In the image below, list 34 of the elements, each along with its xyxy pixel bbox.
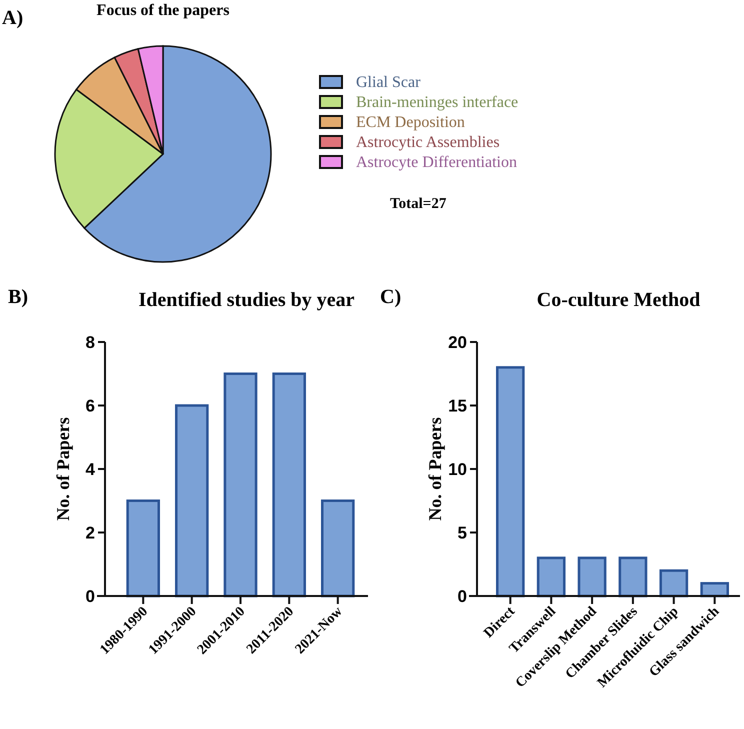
y-axis-title: No. of Papers (425, 417, 445, 521)
bar (224, 372, 258, 598)
bar (272, 372, 306, 598)
bar (496, 366, 525, 598)
legend-label: Astrocytic Assemblies (356, 134, 500, 151)
y-tick-label: 5 (458, 524, 467, 542)
text: A) (2, 7, 24, 29)
text: Total=27 (390, 196, 447, 212)
bar (126, 500, 160, 598)
bar (618, 556, 648, 598)
y-tick-label: 6 (86, 396, 95, 416)
y-tick-label: 0 (86, 587, 95, 606)
bar (175, 404, 209, 598)
bar (321, 500, 355, 598)
legend-label: Glial Scar (356, 74, 422, 91)
legend-label: ECM Deposition (356, 114, 465, 131)
y-tick-label: 8 (86, 333, 95, 352)
bar (659, 569, 688, 598)
y-tick-label: 2 (86, 524, 95, 542)
y-tick-label: 15 (448, 396, 467, 416)
y-tick-label: 10 (448, 460, 467, 479)
legend-label: Astrocyte Differentiation (356, 154, 517, 171)
text: C) (380, 286, 402, 308)
chart-title: Identified studies by year (138, 289, 355, 311)
y-tick-label: 4 (86, 460, 96, 479)
chart-title: Focus of the papers (96, 2, 230, 19)
text: B) (8, 286, 28, 308)
bar (578, 556, 606, 598)
chart-title: Co-culture Method (536, 289, 700, 311)
y-axis-title: No. of Papers (53, 417, 73, 521)
y-tick-label: 0 (458, 587, 467, 606)
bar (536, 556, 566, 598)
y-tick-label: 20 (448, 333, 467, 352)
legend-label: Brain-meninges interface (356, 94, 518, 111)
